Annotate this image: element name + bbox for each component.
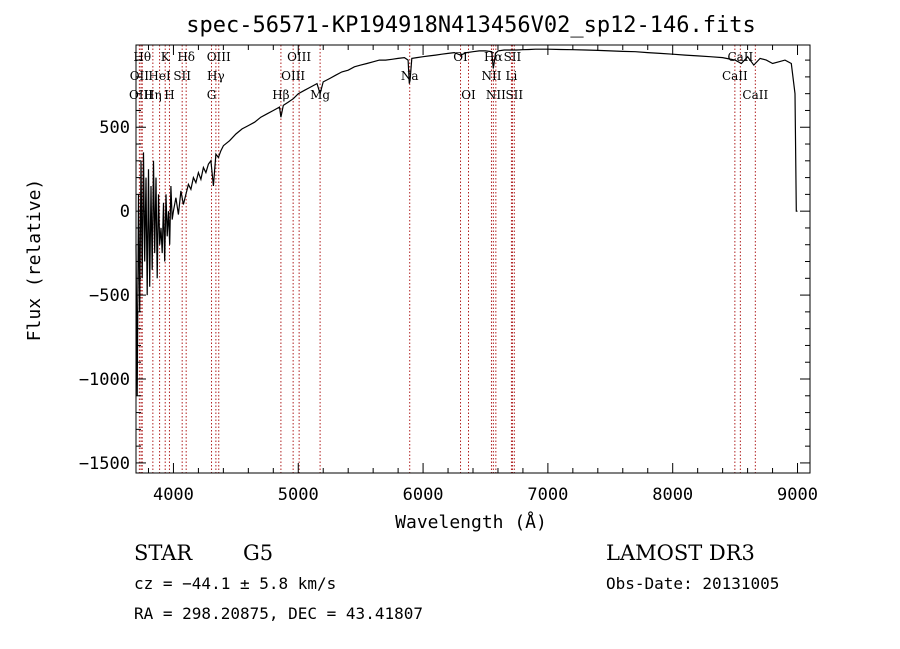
spectral-line-label: Hδ xyxy=(177,50,195,64)
y-tick-label: −1500 xyxy=(79,454,130,474)
ra-dec: RA = 298.20875, DEC = 43.41807 xyxy=(134,604,423,623)
spectral-line-label: OIII xyxy=(129,88,153,102)
spectrum-series-line xyxy=(135,48,798,396)
spectral-line-label: OIII xyxy=(207,50,231,64)
observation-date: Obs-Date: 20131005 xyxy=(606,574,779,593)
spectral-line-label: NII xyxy=(481,69,501,83)
chart-title: spec-56571-KP194918N413456V02_sp12-146.f… xyxy=(186,13,756,38)
y-tick-label: 500 xyxy=(99,118,130,138)
plot-frame xyxy=(135,44,811,474)
x-tick-label: 7000 xyxy=(527,485,568,505)
spectral-line-label: OI xyxy=(461,88,476,102)
spectral-line-label: Hβ xyxy=(272,88,289,102)
spectral-line-label: NII xyxy=(486,88,506,102)
spectrum-layer xyxy=(135,48,798,396)
spectral-line-label: CaII xyxy=(727,50,753,64)
spectral-line-label: SII xyxy=(505,88,523,102)
x-tick-label: 8000 xyxy=(652,485,693,505)
spectral-line-label: Hγ xyxy=(207,69,225,83)
x-tick-label: 4000 xyxy=(153,485,194,505)
spectral-line-label: OII xyxy=(130,69,150,83)
x-axis-label: Wavelength (Å) xyxy=(395,511,547,533)
spectral-line-label: Li xyxy=(506,69,518,83)
x-tick-label: 6000 xyxy=(403,485,444,505)
y-tick-label: 0 xyxy=(120,202,130,222)
axis-ticks xyxy=(136,45,810,473)
x-tick-labels: 4000 5000 6000 7000 8000 9000 xyxy=(153,485,818,505)
spectral-line-label: K xyxy=(161,50,171,64)
spectral-line-label: CaII xyxy=(722,69,748,83)
spectral-line-label: SII xyxy=(504,50,522,64)
spectral-line-label: HeI xyxy=(148,69,171,83)
object-class: STAR xyxy=(134,541,193,565)
spectral-line-label: Hα xyxy=(484,50,503,64)
redshift-cz: cz = −44.1 ± 5.8 km/s xyxy=(134,574,336,593)
spectral-line-markers xyxy=(138,45,756,473)
y-axis-label: Flux (relative) xyxy=(24,179,45,342)
y-tick-label: −1000 xyxy=(79,370,130,390)
spectral-line-label: OIII xyxy=(287,50,311,64)
spectral-line-label: OI xyxy=(453,50,468,64)
y-tick-label: −500 xyxy=(89,286,130,306)
spectral-line-label: G xyxy=(207,88,217,102)
y-tick-labels: −1500 −1000 −500 0 500 xyxy=(79,118,130,474)
spectral-line-label: CaII xyxy=(742,88,768,102)
spectral-line-label: H xyxy=(164,88,174,102)
x-tick-label: 9000 xyxy=(777,485,818,505)
spectral-line-label: Na xyxy=(401,69,419,83)
survey-name: LAMOST DR3 xyxy=(606,541,755,565)
object-subclass: G5 xyxy=(243,541,273,565)
spectral-line-label: OIII xyxy=(281,69,305,83)
spectral-line-label: Hη xyxy=(144,88,162,102)
spectral-line-label: SII xyxy=(173,69,191,83)
x-tick-label: 5000 xyxy=(278,485,319,505)
